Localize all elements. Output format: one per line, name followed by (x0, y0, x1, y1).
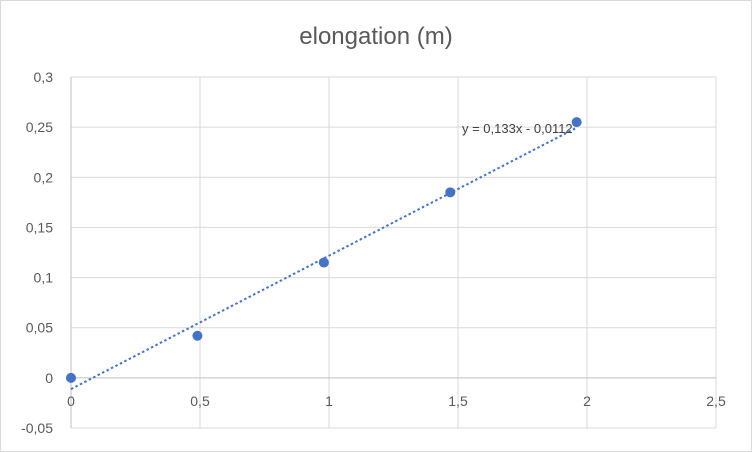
x-tick-label: 1 (325, 393, 333, 409)
axes (70, 77, 716, 428)
y-tick-label: 0,15 (26, 219, 53, 235)
x-tick-label: 0,5 (190, 393, 210, 409)
x-tick-label: 2,5 (706, 393, 726, 409)
trendline-equation: y = 0,133x - 0,0112 (462, 121, 573, 136)
y-tick-label: -0,05 (21, 420, 53, 436)
tick-labels: -0,05 0 0,05 0,1 0,15 0,2 0,25 0,3 0 0,5 1 1,5 2 2,5 (21, 69, 726, 436)
x-tick-label: 2 (583, 393, 591, 409)
x-tick-label: 1,5 (448, 393, 468, 409)
gridlines (71, 76, 717, 429)
data-point (192, 330, 203, 341)
data-points (66, 117, 582, 383)
y-tick-label: 0,25 (26, 119, 53, 135)
data-point (66, 372, 76, 383)
chart-title: elongation (m) (299, 23, 452, 50)
y-tick-label: 0,05 (26, 320, 53, 336)
x-tick-label: 0 (67, 393, 75, 409)
y-tick-label: 0,3 (34, 69, 54, 85)
data-point (445, 187, 456, 198)
data-point (318, 257, 329, 268)
y-tick-label: 0,1 (34, 270, 54, 286)
y-tick-label: 0 (45, 370, 53, 386)
y-tick-label: 0,2 (34, 169, 54, 185)
data-point (571, 117, 582, 128)
